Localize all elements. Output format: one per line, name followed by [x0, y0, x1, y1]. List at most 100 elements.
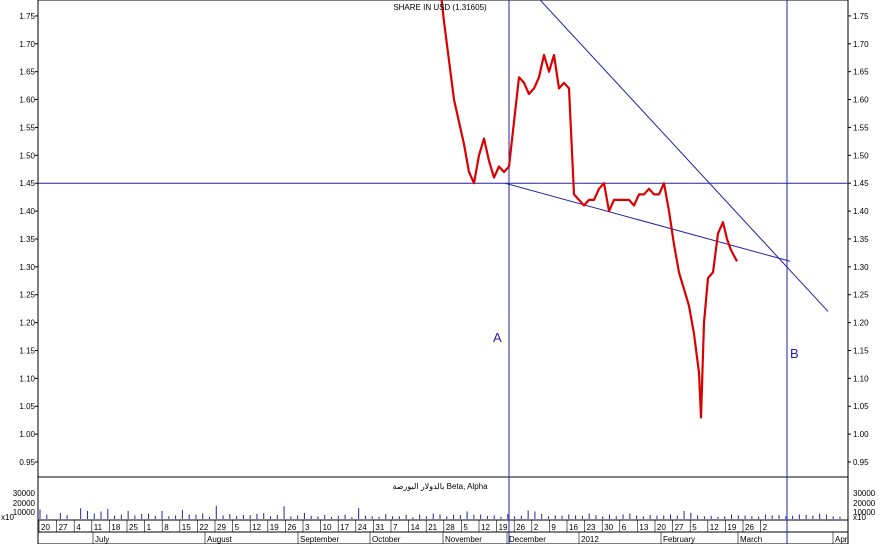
- day-tick-label: 1: [147, 523, 152, 532]
- y-tick-label-right: 1.75: [853, 12, 869, 21]
- volume-tick-label-left: 30000: [13, 489, 36, 498]
- annotation-b: B: [790, 346, 799, 361]
- volume-unit-left: x10: [1, 513, 14, 522]
- day-tick-label: 27: [675, 523, 684, 532]
- day-tick-label: 6: [622, 523, 627, 532]
- day-tick-label: 24: [358, 523, 367, 532]
- month-label: Apr: [835, 535, 848, 544]
- day-tick-label: 19: [499, 523, 508, 532]
- day-tick-label: 8: [164, 523, 169, 532]
- volume-tick-label-right: 10000: [853, 508, 876, 517]
- y-tick-label-left: 1.30: [19, 263, 35, 272]
- y-tick-label-left: 1.25: [19, 291, 35, 300]
- day-tick-label: 15: [182, 523, 191, 532]
- price-line: [440, 0, 738, 419]
- y-tick-label-left: 1.65: [19, 68, 35, 77]
- volume-tick-label-right: 20000: [853, 499, 876, 508]
- month-label: September: [300, 535, 339, 544]
- y-tick-label-left: 1.45: [19, 179, 35, 188]
- y-tick-label-left: 1.70: [19, 40, 35, 49]
- y-tick-label-right: 1.40: [853, 207, 869, 216]
- day-tick-label: 18: [111, 523, 120, 532]
- month-label: February: [663, 535, 695, 544]
- day-tick-label: 12: [252, 523, 261, 532]
- day-tick-label: 26: [516, 523, 525, 532]
- y-tick-label-right: 1.50: [853, 151, 869, 160]
- chart-frame: [37, 0, 849, 544]
- y-tick-label-left: 0.95: [19, 458, 35, 467]
- day-tick-label: 3: [305, 523, 310, 532]
- upper-trend-line: [539, 0, 829, 312]
- day-tick-label: 5: [463, 523, 468, 532]
- y-tick-label-right: 1.45: [853, 179, 869, 188]
- y-tick-label-right: 1.05: [853, 402, 869, 411]
- month-label: 2012: [581, 535, 599, 544]
- day-tick-label: 28: [446, 523, 455, 532]
- volume-title: بالدولار البورصة Beta, Alpha: [392, 482, 488, 491]
- day-tick-label: 14: [411, 523, 420, 532]
- y-tick-label-right: 1.00: [853, 430, 869, 439]
- day-tick-label: 17: [340, 523, 349, 532]
- volume-unit-right: x10: [853, 513, 866, 522]
- y-tick-label-right: 1.65: [853, 68, 869, 77]
- price-series: [440, 0, 738, 419]
- month-label: August: [207, 535, 233, 544]
- month-label: December: [509, 535, 546, 544]
- y-tick-label-left: 1.60: [19, 96, 35, 105]
- day-tick-label: 4: [76, 523, 81, 532]
- y-tick-label-right: 1.15: [853, 346, 869, 355]
- month-label: October: [372, 535, 401, 544]
- day-tick-label: 19: [270, 523, 279, 532]
- y-tick-label-right: 0.95: [853, 458, 869, 467]
- day-tick-label: 5: [235, 523, 240, 532]
- y-tick-label-left: 1.50: [19, 151, 35, 160]
- day-tick-label: 19: [727, 523, 736, 532]
- day-tick-label: 29: [217, 523, 226, 532]
- y-tick-label-left: 1.20: [19, 319, 35, 328]
- y-tick-label-right: 1.10: [853, 374, 869, 383]
- day-tick-label: 9: [551, 523, 556, 532]
- y-tick-label-right: 1.30: [853, 263, 869, 272]
- day-tick-label: 12: [710, 523, 719, 532]
- y-tick-label-right: 1.20: [853, 319, 869, 328]
- day-tick-label: 16: [569, 523, 578, 532]
- day-tick-label: 30: [604, 523, 613, 532]
- y-axis-right: 0.95 1.00 1.05 1.10 1.15 1.20 1.25 1.30 1.35 1.40…: [848, 12, 869, 467]
- y-tick-label-left: 1.00: [19, 430, 35, 439]
- x-axis: 20 27 4 11 18 25 1 8 15 22 29 5 12 19 26 3 10 17 24 31 7 14 21…: [38, 520, 848, 544]
- day-tick-label: 10: [323, 523, 332, 532]
- volume-tick-label-left: 10000: [13, 508, 36, 517]
- day-tick-label: 12: [481, 523, 490, 532]
- day-tick-label: 11: [94, 523, 103, 532]
- reference-lines: [38, 0, 848, 544]
- day-tick-label: 26: [287, 523, 296, 532]
- y-tick-label-left: 1.10: [19, 374, 35, 383]
- day-tick-label: 5: [692, 523, 697, 532]
- month-label: July: [95, 535, 109, 544]
- day-tick-label: 2: [763, 523, 768, 532]
- day-tick-label: 27: [59, 523, 68, 532]
- y-tick-label-left: 1.40: [19, 207, 35, 216]
- y-tick-label-right: 1.35: [853, 235, 869, 244]
- y-tick-label-right: 1.60: [853, 96, 869, 105]
- day-tick-label: 13: [639, 523, 648, 532]
- volume-tick-label-right: 30000: [853, 489, 876, 498]
- month-label: March: [740, 535, 762, 544]
- y-tick-label-right: 1.70: [853, 40, 869, 49]
- trend-lines: [504, 0, 829, 312]
- y-tick-label-left: 1.55: [19, 123, 35, 132]
- volume-tick-label-left: 20000: [13, 499, 36, 508]
- annotation-a: A: [493, 330, 502, 345]
- day-tick-label: 2: [534, 523, 539, 532]
- day-tick-label: 20: [657, 523, 666, 532]
- lower-trend-line: [504, 182, 791, 262]
- y-axis-left: 0.95 1.00 1.05 1.10 1.15 1.20 1.25 1.30 1.35 1.40…: [19, 12, 38, 467]
- day-tick-label: 23: [587, 523, 596, 532]
- chart-title: SHARE IN USD (1.31605): [393, 3, 487, 12]
- y-tick-label-left: 1.05: [19, 402, 35, 411]
- day-tick-label: 7: [393, 523, 398, 532]
- day-tick-label: 22: [199, 523, 208, 532]
- y-tick-label-left: 1.75: [19, 12, 35, 21]
